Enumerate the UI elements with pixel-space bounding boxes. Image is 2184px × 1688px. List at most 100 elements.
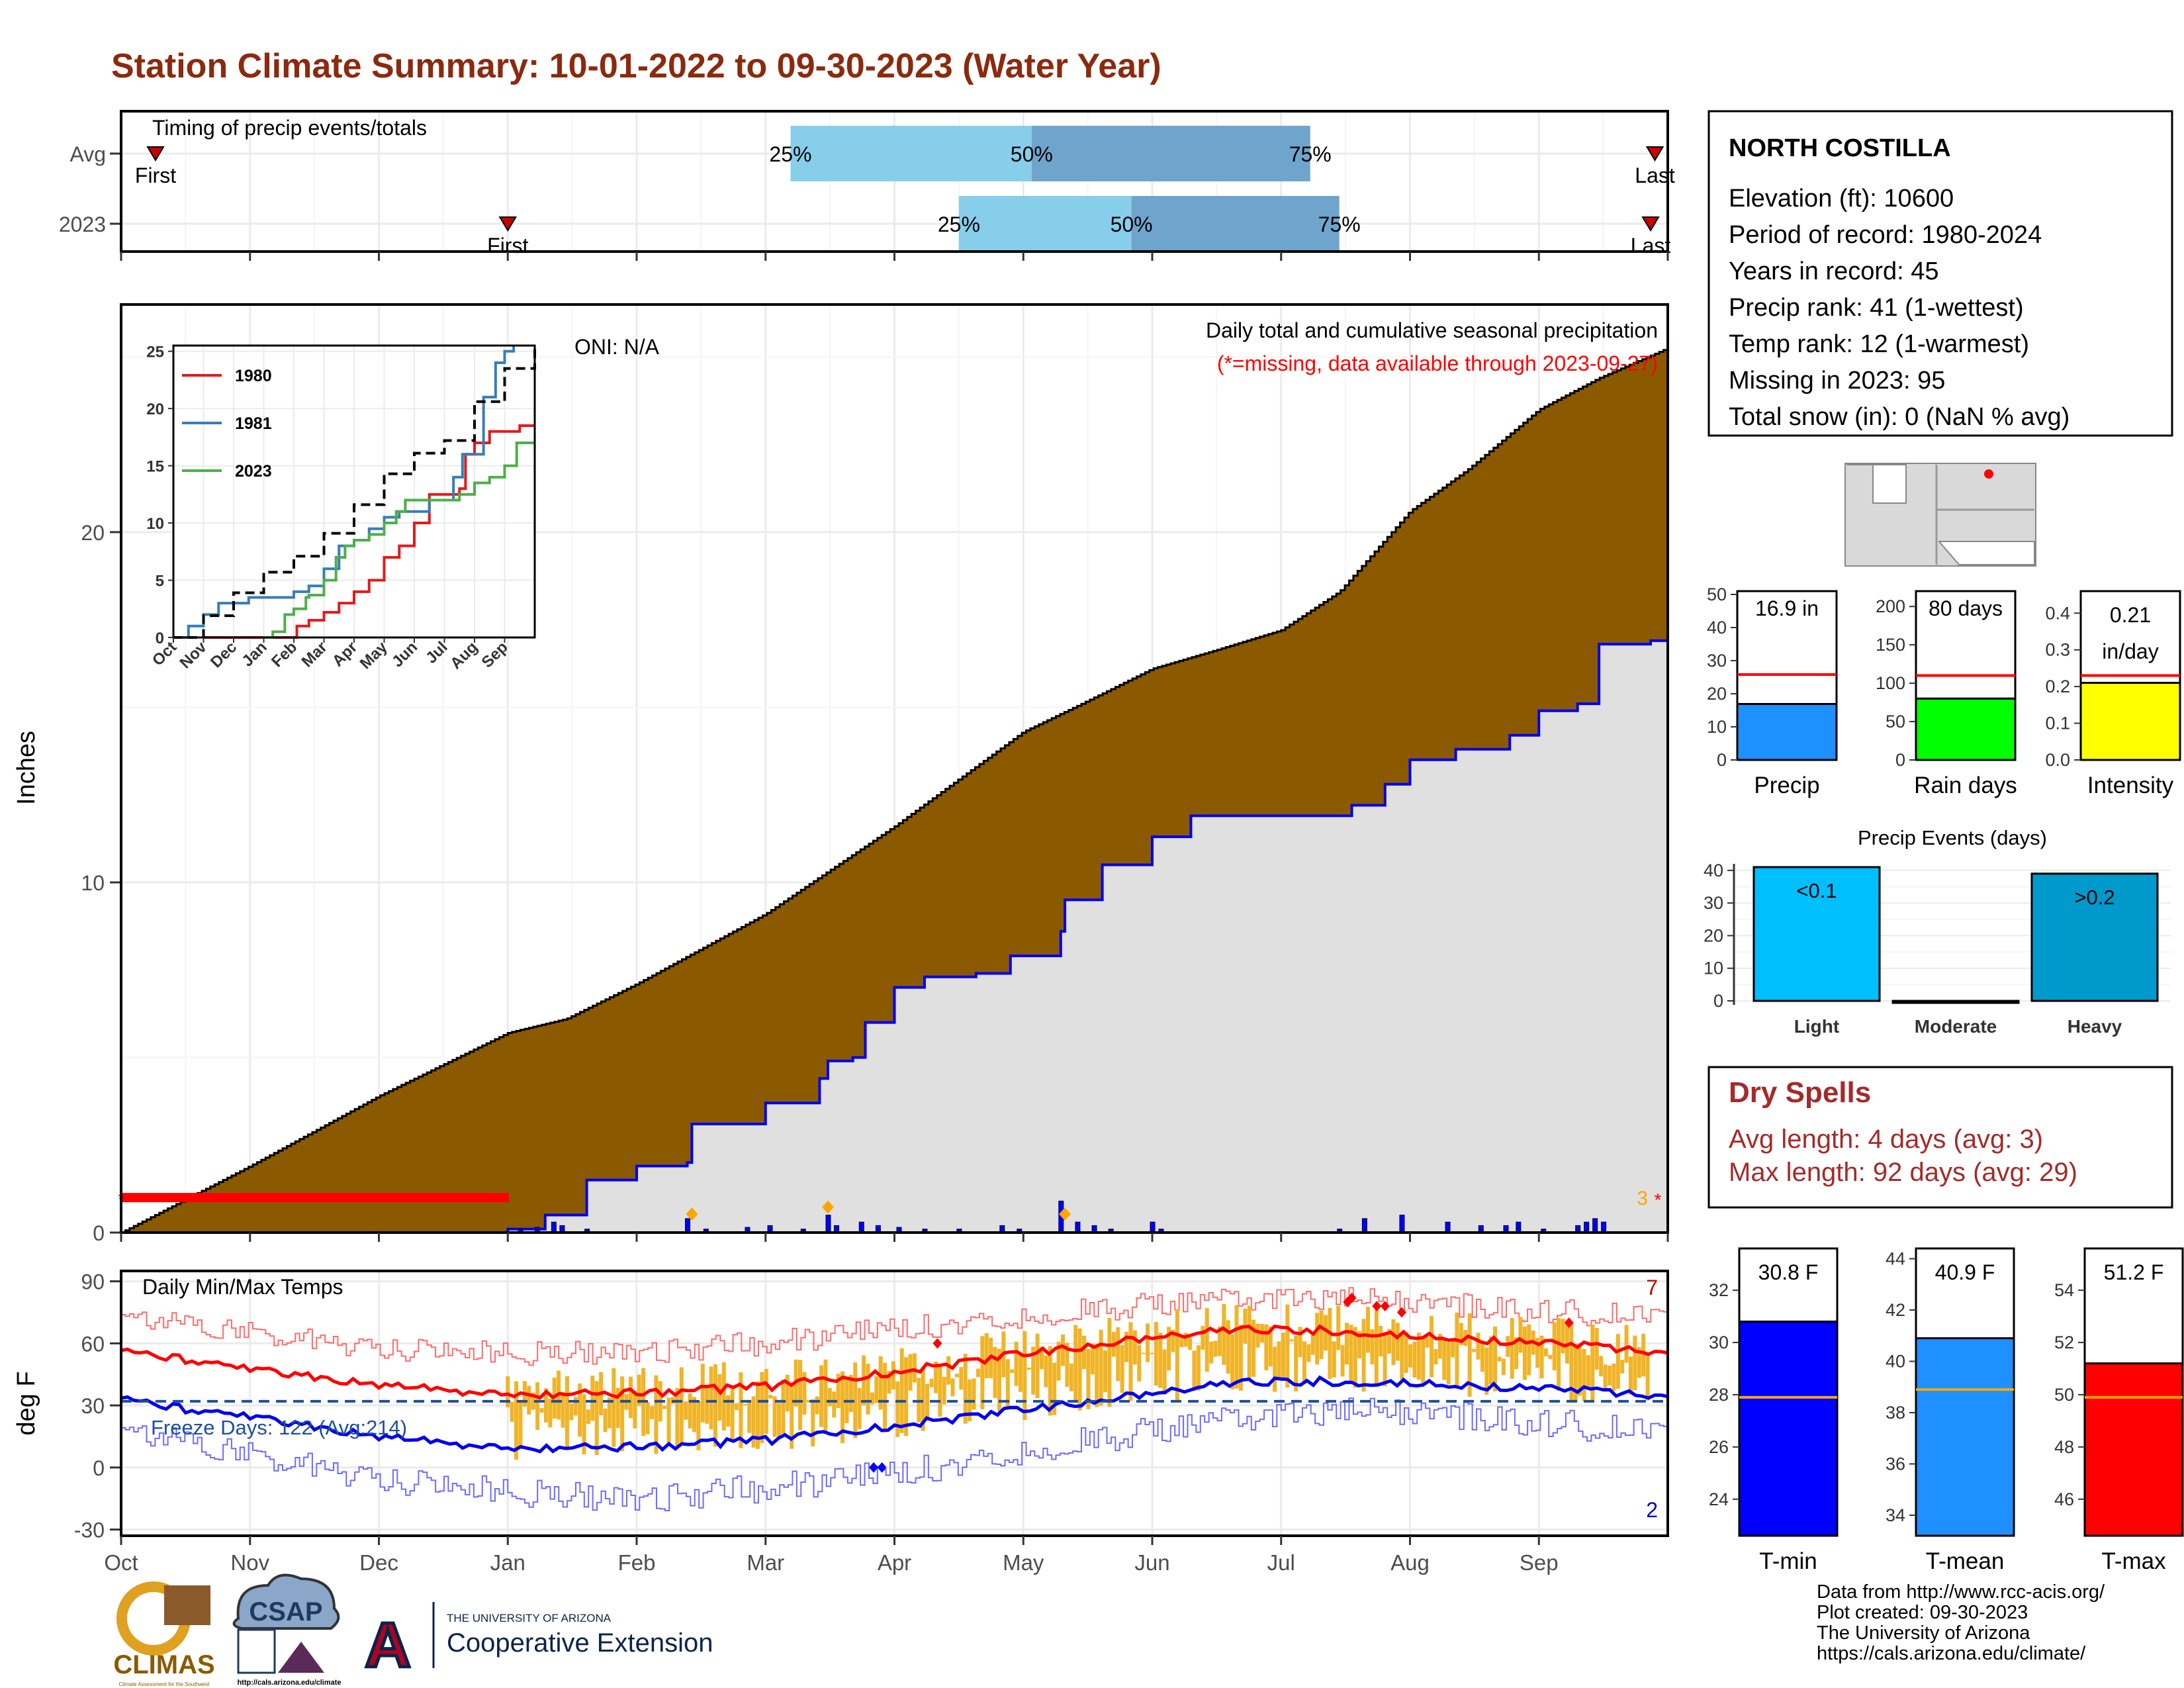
timing-bar-lower (790, 126, 1032, 181)
daily-temp-range-bar (1238, 1325, 1243, 1391)
daily-temp-range-bar (1141, 1352, 1146, 1354)
daily-temp-range-bar (713, 1364, 717, 1447)
missing-marker: * (220, 1190, 226, 1208)
inset-month-label: Jan (238, 638, 270, 670)
daily-temp-range-bar (1442, 1339, 1447, 1380)
month-axis: Oct Nov Dec Jan Feb Mar Apr May Jun Jul Aug Sep (104, 1536, 1559, 1575)
temp-y-tick-label: 44 (1886, 1249, 1905, 1269)
precip-events-chart: Precip Events (days) <0.1 Light Moderate >0.… (1704, 826, 2171, 1037)
summary-y-tick-label: 100 (1876, 673, 1905, 693)
station-info-line: Total snow (in): 0 (NaN % avg) (1729, 403, 2070, 431)
daily-temp-range-bar (933, 1361, 938, 1393)
temp-y-tick-label: 28 (1709, 1385, 1729, 1405)
daily-temp-range-bar (984, 1333, 989, 1378)
missing-marker: * (449, 1190, 455, 1208)
daily-temp-range-bar (510, 1401, 514, 1422)
daily-temp-range-bar (717, 1374, 722, 1421)
daily-temp-range-bar (1150, 1352, 1154, 1354)
map-region (1846, 464, 1907, 504)
daily-temp-range-bar (1222, 1303, 1226, 1365)
cumulative-2023-area (503, 640, 1668, 1233)
map-region (1937, 541, 2035, 565)
daily-temp-range-bar (1370, 1329, 1375, 1365)
daily-temp-range-bar (1510, 1317, 1514, 1379)
daily-temp-range-bar (1310, 1333, 1315, 1355)
summary-y-tick-label: 0.0 (2045, 750, 2070, 770)
record-high-marker (1564, 1317, 1574, 1329)
station-location-dot (1984, 469, 1993, 479)
oni-label: ONI: N/A (574, 335, 660, 359)
daily-temp-range-bar (790, 1385, 794, 1449)
missing-marker: * (258, 1190, 264, 1208)
daily-temp-range-bar (1603, 1364, 1608, 1392)
daily-temp-range-bar (586, 1409, 590, 1425)
daily-temp-range-bar (1251, 1319, 1256, 1377)
inset-series-avg (173, 349, 536, 639)
timing-bar-lower (958, 196, 1132, 252)
daily-temp-range-bar (649, 1405, 654, 1419)
summary-y-tick-label: 30 (1707, 651, 1727, 671)
missing-marker: * (373, 1190, 379, 1208)
missing-marker: * (226, 1190, 232, 1208)
inset-y-tick-label: 0 (156, 630, 164, 647)
daily-temp-range-bar (1353, 1327, 1357, 1388)
daily-temp-range-bar (904, 1357, 909, 1436)
csap-logo-url: http://cals.arizona.edu/climate (237, 1679, 341, 1687)
daily-temp-range-bar (1506, 1336, 1510, 1357)
csap-logo-text: CSAP (249, 1597, 322, 1626)
daily-temp-range-bar (1086, 1349, 1091, 1409)
y-tick-label: 10 (81, 871, 105, 895)
missing-marker: * (354, 1190, 360, 1208)
extreme-max-line (121, 1287, 1668, 1366)
daily-temp-range-bar (1518, 1317, 1523, 1353)
missing-marker: * (156, 1190, 162, 1208)
daily-temp-range-bar (1073, 1325, 1078, 1401)
daily-temp-range-bar (1412, 1341, 1417, 1378)
event-bar-Moderate (1891, 1000, 2020, 1004)
missing-marker: * (316, 1190, 322, 1208)
daily-temp-range-bar (1391, 1319, 1396, 1366)
summary-value-label: in/day (2102, 639, 2158, 663)
daily-temp-range-bar (1264, 1324, 1269, 1371)
daily-temp-range-bar (1010, 1369, 1015, 1374)
daily-temp-range-bar (946, 1356, 951, 1385)
daily-temp-range-bar (1175, 1309, 1179, 1401)
daily-temp-range-bar (1455, 1312, 1459, 1389)
missing-marker: * (469, 1190, 475, 1208)
ua-logo-mark: A (365, 1610, 410, 1681)
daily-temp-range-bar (862, 1355, 866, 1405)
temp-y-tick-label: 46 (2054, 1489, 2074, 1509)
temp-y-tick-label: 48 (2054, 1437, 2074, 1457)
temp-y-tick-label: 52 (2054, 1333, 2074, 1352)
station-info-line: Temp rank: 12 (1-warmest) (1729, 330, 2029, 358)
daily-temp-range-bar (751, 1396, 756, 1448)
missing-marker: * (309, 1190, 315, 1208)
daily-temp-range-bar (1497, 1356, 1502, 1362)
temp-bar-T-mean (1915, 1337, 2015, 1537)
daily-temp-range-bar (573, 1397, 578, 1416)
summary-y-tick-label: 0.2 (2045, 677, 2070, 696)
daily-temp-range-bar (684, 1401, 688, 1420)
daily-temp-range-bar (1476, 1333, 1480, 1360)
daily-temp-range-bar (603, 1408, 608, 1432)
daily-temp-range-bar (548, 1398, 553, 1428)
daily-temp-range-bar (1039, 1346, 1044, 1370)
daily-temp-range-bar (806, 1399, 811, 1403)
legend-label: 1981 (235, 414, 272, 433)
daily-temp-range-bar (1162, 1349, 1167, 1395)
daily-temp-range-bar (1561, 1319, 1565, 1354)
daily-temp-range-bar (1633, 1335, 1637, 1391)
temp-value-label: 30.8 F (1758, 1260, 1819, 1284)
inset-y-tick-label: 25 (146, 344, 164, 361)
summary-y-tick-label: 0.3 (2045, 640, 2070, 660)
daily-precip-bar (1399, 1215, 1405, 1233)
daily-temp-range-bar (1366, 1307, 1371, 1353)
missing-marker: * (252, 1190, 258, 1208)
daily-temp-range-bar (1607, 1366, 1612, 1385)
record-low-marker (877, 1462, 887, 1473)
daily-temp-range-bar (1167, 1327, 1171, 1371)
month-label: Jun (1134, 1550, 1169, 1575)
missing-note: (*=missing, data available through 2023-… (1217, 352, 1658, 375)
event-value-label: <0.1 (1796, 879, 1837, 902)
missing-marker: * (137, 1190, 143, 1208)
